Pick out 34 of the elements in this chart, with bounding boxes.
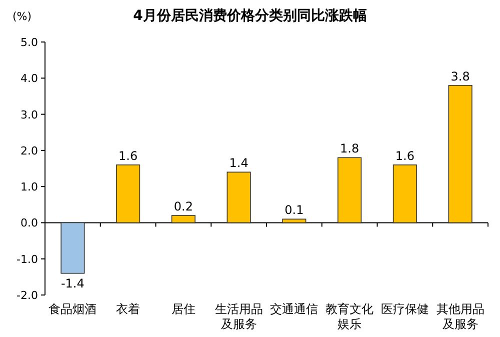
bar (60, 222, 85, 274)
x-tick-label: 其他用品及服务 (436, 302, 484, 331)
bar (226, 172, 251, 224)
bar (171, 215, 196, 224)
bar (282, 218, 306, 224)
y-tick-label: 0.0 (20, 216, 38, 230)
x-tick-label: 教育文化娱乐 (326, 302, 374, 331)
y-axis-title: (%) (12, 10, 32, 23)
y-tick-label: 2.0 (20, 144, 38, 158)
data-label: 3.8 (450, 69, 470, 84)
data-label: 1.8 (340, 142, 360, 156)
x-tick-label: 生活用品及服务 (214, 302, 263, 331)
data-label: 1.6 (395, 148, 414, 163)
bar (448, 84, 472, 224)
y-tick-label: 3.0 (20, 108, 38, 122)
y-tick-label: 4.0 (20, 72, 38, 86)
data-label: 1.4 (229, 156, 248, 170)
bar (116, 164, 140, 224)
x-tick-label: 交通通信 (270, 302, 318, 316)
x-tick-label: 居住 (171, 302, 196, 316)
chart-title: 4月份居民消费价格分类别同比涨跌幅 (133, 8, 367, 24)
data-label: -1.4 (60, 276, 84, 290)
data-label: 0.2 (174, 199, 193, 214)
x-tick-label: 食品烟酒 (48, 302, 97, 316)
x-tick-label: 衣着 (116, 302, 140, 316)
y-tick-label: -2.0 (16, 289, 38, 302)
y-tick-label: 1.0 (20, 180, 38, 194)
bar (392, 164, 417, 224)
y-tick-label: 5.0 (20, 36, 38, 49)
bar (338, 157, 362, 224)
x-tick-label: 医疗保健 (380, 302, 429, 316)
data-label: 1.6 (118, 148, 138, 163)
y-tick-label: -1.0 (16, 252, 38, 266)
data-label: 0.1 (284, 203, 304, 218)
